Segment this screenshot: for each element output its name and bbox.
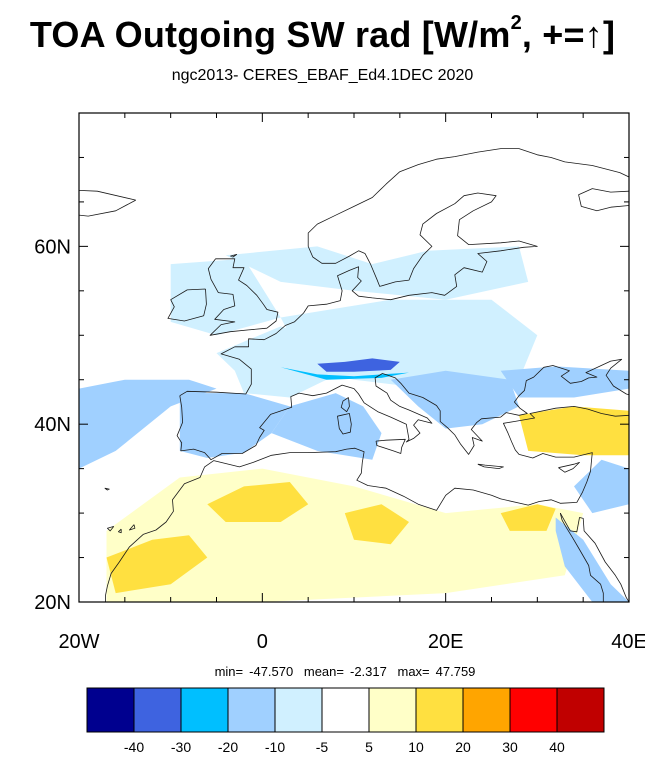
coastline-3: [167, 288, 207, 322]
region-egypt-yellow: [500, 504, 556, 531]
colorbar-label: -20: [218, 739, 238, 755]
coastline-0: [179, 148, 629, 397]
coastline-11: [375, 438, 406, 454]
region-balkans: [390, 370, 519, 429]
region-levant-blue: [574, 459, 629, 514]
region-libya-yellow: [344, 504, 409, 545]
region-algeria-yellow: [207, 482, 309, 522]
colorbar-swatch: [86, 687, 135, 733]
coastline-1: [578, 188, 629, 212]
coastline-12: [477, 463, 504, 470]
x-tick-label: 0: [257, 631, 268, 653]
colorbar-label: -10: [265, 739, 285, 755]
colorbar-swatch: [415, 687, 464, 733]
region-west-sahara-yellow: [106, 535, 208, 594]
coastline-7: [559, 513, 604, 602]
region-western-med: [271, 393, 382, 460]
x-tick-label: 20W: [58, 631, 99, 653]
colorbar-label: 20: [455, 739, 471, 755]
map-title-tail: , +=↑]: [521, 14, 616, 55]
coastline-2: [207, 258, 279, 336]
stat-max-label: max=: [397, 664, 430, 679]
colorbar-label: -40: [124, 739, 144, 755]
region-iberia: [179, 393, 290, 458]
coastline-14: [107, 526, 115, 532]
coastline-18: [230, 253, 238, 258]
region-red-sea-blue: [555, 517, 629, 602]
colorbar-swatch: [556, 687, 605, 733]
coastline-15: [118, 528, 122, 534]
coastline-13: [558, 461, 580, 473]
colorbar-label: -5: [316, 739, 329, 755]
coastline-16: [128, 524, 136, 531]
colorbar-label: 30: [502, 739, 518, 755]
data-fill-layer: [79, 246, 629, 602]
y-tick-label: 20N: [34, 592, 71, 614]
map-subtitle: ngc2013- CERES_EBAF_Ed4.1DEC 2020: [171, 67, 474, 84]
x-tick-label: 40E: [611, 631, 645, 653]
y-tick-label: 40N: [34, 414, 71, 436]
region-black-sea-west: [500, 366, 629, 398]
region-scandinavia-band: [225, 246, 529, 300]
region-british-isles: [170, 258, 281, 336]
colorbar-swatch: [509, 687, 558, 733]
colorbar-label: -30: [171, 739, 191, 755]
colorbar-label: 5: [365, 739, 373, 755]
coastline-9: [337, 413, 352, 435]
stat-min-label: min=: [214, 664, 244, 679]
colorbar-swatch: [368, 687, 417, 733]
stat-mean-value: -2.317: [349, 664, 387, 679]
region-sea-mid: [399, 459, 547, 496]
stat-min-value: -47.570: [249, 664, 294, 679]
x-tick-label: 20E: [428, 631, 464, 653]
colorbar-swatch: [462, 687, 511, 733]
colorbar-swatch: [274, 687, 323, 733]
y-tick-label: 60N: [34, 236, 71, 258]
region-turkey-yellow: [519, 406, 629, 456]
region-alps: [317, 358, 400, 372]
coastline-6: [105, 405, 629, 602]
map-title: TOA Outgoing SW rad [W/m2, +=↑]: [0, 12, 645, 56]
stats-line: min= -47.570 mean= -2.317 max= 47.759: [0, 664, 645, 679]
stat-max-value: 47.759: [435, 664, 476, 679]
stat-mean-label: mean=: [303, 664, 344, 679]
axis-ticks: 20W 0 20E 40E 20N 40N 60N: [34, 112, 645, 653]
colorbar-swatch: [180, 687, 229, 733]
coastline-17: [104, 487, 110, 491]
colorbar-swatch: [133, 687, 182, 733]
coastline-layer: [79, 148, 629, 602]
colorbar-swatch: [227, 687, 276, 733]
colorbar-label: 10: [408, 739, 424, 755]
colorbar-label: 40: [549, 739, 565, 755]
coastline-5: [176, 358, 629, 461]
map-title-superscript: 2: [510, 12, 522, 34]
coastline-4: [79, 189, 136, 217]
map-title-text: TOA Outgoing SW rad [W/m: [29, 14, 511, 55]
colorbar-swatch: [321, 687, 370, 733]
coastline-10: [340, 397, 350, 413]
colorbar: -40 -30 -20 -10 -5 5 10 20 30 40: [86, 687, 605, 755]
coastline-8: [559, 512, 629, 602]
